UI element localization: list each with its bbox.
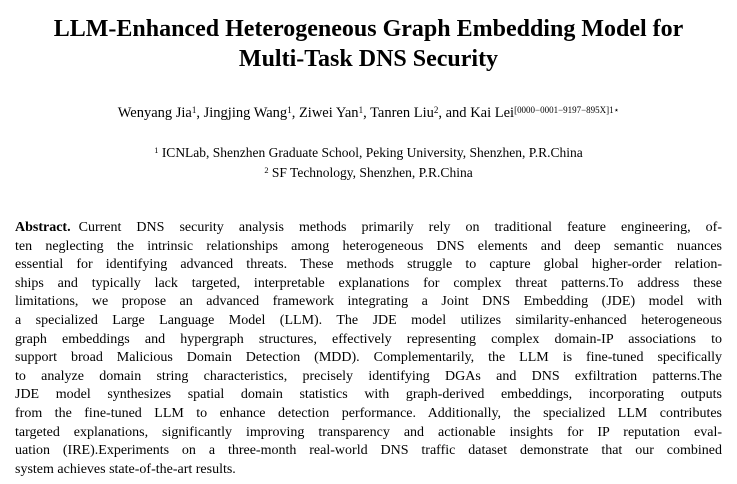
abstract-line: Abstract. Current DNS security analysis m… — [15, 219, 722, 238]
paper-title: LLM-Enhanced Heterogeneous Graph Embeddi… — [15, 14, 722, 74]
abstract-line: ships and typically lack targeted, inter… — [15, 275, 722, 291]
abstract-line: from the fine-tuned LLM to enhance detec… — [15, 405, 722, 421]
author-orcid-sup: [0000−0001−9197−895X]1⋆ — [514, 104, 620, 115]
abstract-line: system achieves state-of-the-art results… — [15, 461, 236, 477]
author-name: Tanren Liu — [370, 105, 434, 121]
author: Kai Lei[0000−0001−9197−895X]1⋆ — [470, 105, 619, 121]
affiliation-2: 2 SF Technology, Shenzhen, P.R.China — [15, 163, 722, 183]
author-affiliation-sup: 1 — [287, 104, 292, 115]
affiliation-sup: 2 — [264, 165, 269, 175]
author-affiliation-sup: 1 — [191, 104, 197, 115]
abstract-line: uation (IRE).Experiments on a three-mont… — [15, 443, 722, 459]
author-separator: , — [291, 105, 299, 121]
author-separator: , and — [438, 105, 471, 121]
abstract-line: support broad Malicious Domain Detection… — [15, 350, 722, 366]
abstract-line: targeted explanations, significantly imp… — [15, 424, 722, 440]
affiliation-1: 1 ICNLab, Shenzhen Graduate School, Peki… — [15, 143, 722, 163]
abstract-line: a specialized Large Language Model (LLM)… — [15, 312, 722, 328]
affiliation-text: ICNLab, Shenzhen Graduate School, Peking… — [161, 145, 583, 160]
abstract-paragraph: Abstract. Current DNS security analysis m… — [15, 219, 722, 479]
author-list: Wenyang Jia1, Jingjing Wang1, Ziwei Yan1… — [15, 104, 722, 123]
affiliation-text: SF Technology, Shenzhen, P.R.China — [271, 165, 473, 180]
author-name: Wenyang Jia — [117, 105, 192, 121]
author-separator: , — [363, 105, 371, 121]
author-name: Ziwei Yan — [298, 105, 359, 121]
author-affiliation-sup: 2 — [433, 104, 439, 115]
abstract-line: to analyze domain string characteristics… — [15, 368, 722, 384]
abstract-label: Abstract. — [15, 220, 71, 235]
abstract-line: limitations, we propose an advanced fram… — [15, 294, 722, 310]
author-separator: , — [196, 105, 204, 121]
abstract-line: essential for identifying advanced threa… — [15, 257, 722, 273]
paper-title-line2: Multi-Task DNS Security — [238, 46, 499, 72]
affiliation-list: 1 ICNLab, Shenzhen Graduate School, Peki… — [15, 143, 722, 183]
abstract-line: graph embeddings and hypergraph structur… — [15, 331, 722, 347]
affiliation-sup: 1 — [154, 145, 159, 155]
paper-title-line1: LLM-Enhanced Heterogeneous Graph Embeddi… — [53, 16, 684, 42]
abstract-line: JDE model synthesizes spatial domain sta… — [15, 387, 722, 403]
author-name: Kai Lei — [470, 105, 515, 121]
abstract-line: ten neglecting the intrinsic relationshi… — [15, 238, 722, 254]
abstract-line-text: Current DNS security analysis methods pr… — [78, 220, 722, 235]
author: Jingjing Wang1, — [204, 105, 299, 121]
author-name: Jingjing Wang — [203, 105, 288, 121]
author-affiliation-sup: 1 — [358, 104, 364, 115]
author: Wenyang Jia1, — [118, 105, 204, 121]
author: Tanren Liu2, and — [370, 105, 470, 121]
author: Ziwei Yan1, — [299, 105, 370, 121]
